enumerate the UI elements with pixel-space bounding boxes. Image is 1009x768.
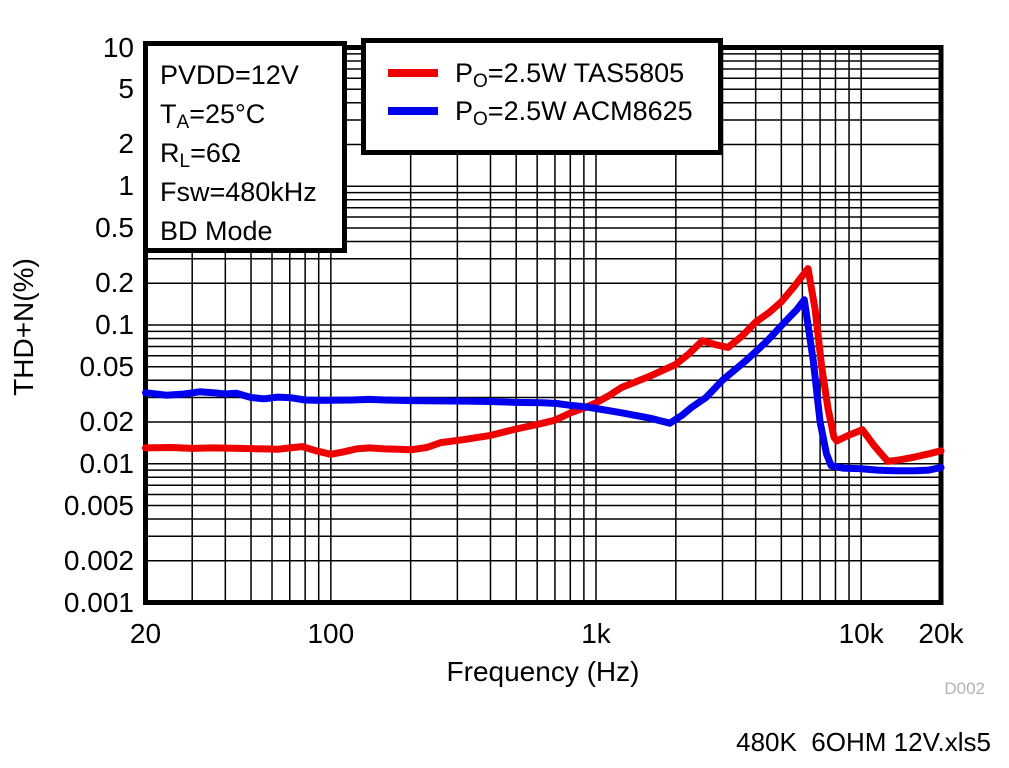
y-tick-label: 1	[118, 170, 134, 202]
condition-line: RL=6Ω	[160, 138, 242, 172]
legend-item-acm8625: PO=2.5W ACM8625	[366, 92, 718, 130]
conditions-box: PVDD=12V TA=25°C RL=6Ω Fsw=480kHz BD Mod…	[143, 41, 347, 253]
y-tick-label: 0.005	[63, 489, 134, 521]
condition-line: Fsw=480kHz	[160, 177, 317, 207]
red-line-swatch	[388, 69, 438, 77]
source-file-caption: 480K 6OHM 12V.xls5	[736, 727, 991, 757]
legend-item-tas5805: PO=2.5W TAS5805	[366, 54, 718, 92]
y-tick-label: 0.01	[79, 447, 135, 479]
x-tick-label: 20	[129, 618, 162, 649]
y-tick-label: 10	[102, 31, 134, 63]
y-tick-label: 0.001	[63, 586, 134, 618]
y-tick-label: 0.1	[95, 309, 134, 340]
curve-acm8625	[142, 296, 945, 475]
y-tick-label: 2	[118, 128, 134, 160]
y-tick-label: 0.002	[63, 544, 134, 576]
legend-label: PO=2.5W ACM8625	[455, 95, 693, 130]
y-tick-label: 0.5	[95, 212, 134, 244]
blue-line-swatch	[388, 107, 438, 115]
y-tick-label: 0.05	[79, 350, 135, 382]
figure-id-watermark: D002	[944, 679, 985, 698]
x-tick-label: 100	[307, 618, 355, 649]
y-tick-label: 5	[118, 73, 134, 105]
x-tick-label: 10k	[838, 618, 884, 649]
x-tick-label: 1k	[581, 618, 611, 649]
condition-line: BD Mode	[160, 216, 273, 246]
legend: PO=2.5W TAS5805 PO=2.5W ACM8625	[361, 38, 723, 155]
y-tick-label: 0.2	[95, 267, 134, 299]
condition-line: PVDD=12V	[160, 60, 299, 90]
y-tick-label: 0.02	[79, 405, 135, 437]
curve-tas5805	[142, 265, 945, 465]
x-axis-title: Frequency (Hz)	[446, 656, 640, 687]
condition-line: TA=25°C	[160, 99, 266, 133]
legend-label: PO=2.5W TAS5805	[455, 57, 685, 92]
x-tick-label: 20k	[918, 618, 964, 649]
